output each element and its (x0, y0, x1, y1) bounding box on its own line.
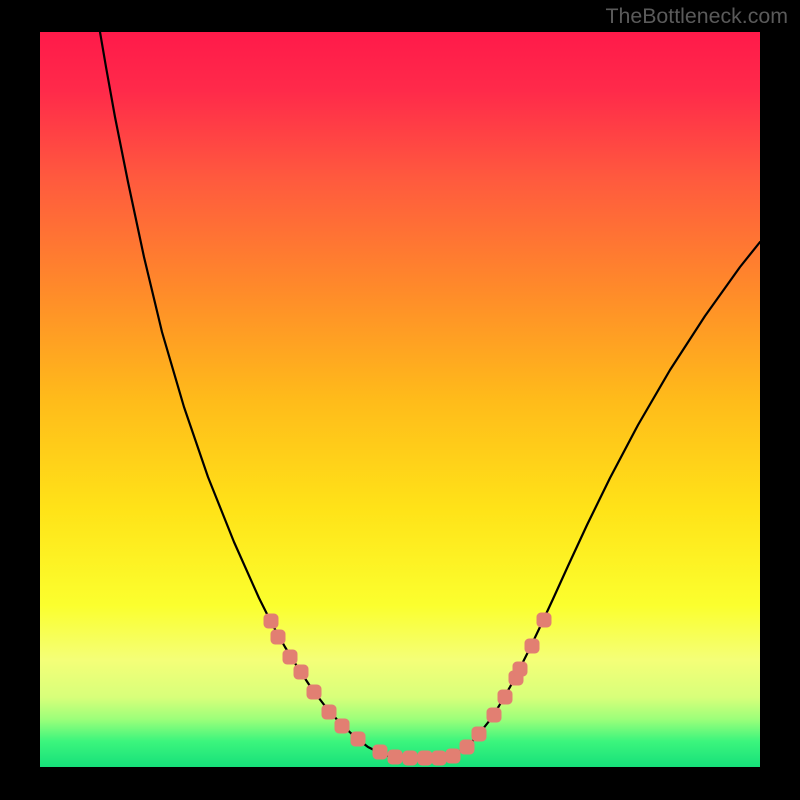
data-marker (294, 665, 308, 679)
data-marker (525, 639, 539, 653)
stage: TheBottleneck.com (0, 0, 800, 800)
data-marker (513, 662, 527, 676)
data-marker (472, 727, 486, 741)
data-marker (460, 740, 474, 754)
watermark-text: TheBottleneck.com (605, 4, 788, 29)
data-marker (487, 708, 501, 722)
data-marker (351, 732, 365, 746)
data-marker (335, 719, 349, 733)
data-marker (271, 630, 285, 644)
plot-area (40, 32, 760, 767)
data-marker (403, 751, 417, 765)
data-marker (537, 613, 551, 627)
data-marker (283, 650, 297, 664)
chart-svg (40, 32, 760, 767)
data-marker (418, 751, 432, 765)
data-marker (307, 685, 321, 699)
data-marker (388, 750, 402, 764)
data-marker (373, 745, 387, 759)
data-marker (498, 690, 512, 704)
data-marker (446, 749, 460, 763)
data-marker (432, 751, 446, 765)
data-marker (264, 614, 278, 628)
data-marker (322, 705, 336, 719)
